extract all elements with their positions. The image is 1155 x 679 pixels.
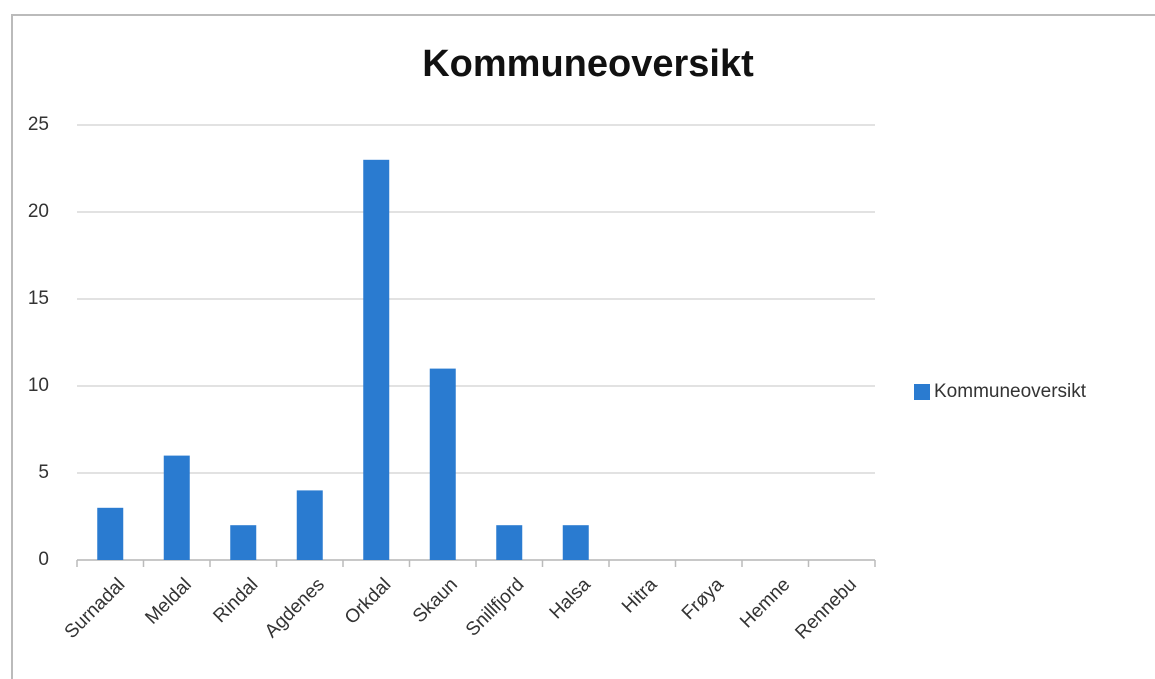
- x-tick-label: Hitra: [618, 574, 662, 618]
- legend-label: Kommuneoversikt: [934, 381, 1087, 402]
- bar: [230, 525, 257, 560]
- chart-title: Kommuneoversikt: [422, 43, 754, 85]
- bar: [562, 525, 589, 560]
- bar: [97, 507, 124, 560]
- x-tick-label: Meldal: [141, 574, 195, 628]
- x-tick-label: Hemne: [736, 574, 794, 632]
- y-tick-label: 25: [28, 114, 49, 135]
- y-tick-label: 5: [38, 462, 49, 483]
- bar: [496, 525, 523, 560]
- x-tick-label: Snillfjord: [462, 574, 528, 640]
- x-tick-label: Halsa: [546, 574, 596, 624]
- x-tick-label: Rennebu: [791, 574, 860, 643]
- y-tick-label: 20: [28, 201, 49, 222]
- x-tick-label: Skaun: [409, 574, 462, 627]
- x-tick-label: Orkdal: [341, 574, 395, 628]
- x-tick-label: Agdenes: [261, 574, 329, 642]
- y-tick-label: 0: [38, 549, 49, 570]
- y-tick-label: 15: [28, 288, 49, 309]
- legend-swatch: [914, 384, 930, 400]
- bar: [429, 368, 456, 560]
- x-tick-label: Rindal: [209, 574, 262, 627]
- y-tick-label: 10: [28, 375, 49, 396]
- bar: [163, 455, 190, 560]
- bar: [296, 490, 323, 560]
- x-tick-label: Frøya: [678, 574, 728, 624]
- chart-frame: [11, 14, 1155, 679]
- x-tick-label: Surnadal: [61, 574, 130, 643]
- bar: [363, 159, 390, 561]
